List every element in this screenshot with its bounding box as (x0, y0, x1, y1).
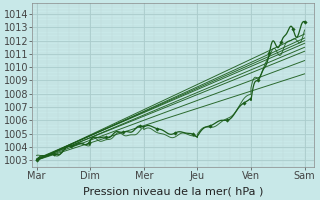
X-axis label: Pression niveau de la mer( hPa ): Pression niveau de la mer( hPa ) (83, 187, 263, 197)
